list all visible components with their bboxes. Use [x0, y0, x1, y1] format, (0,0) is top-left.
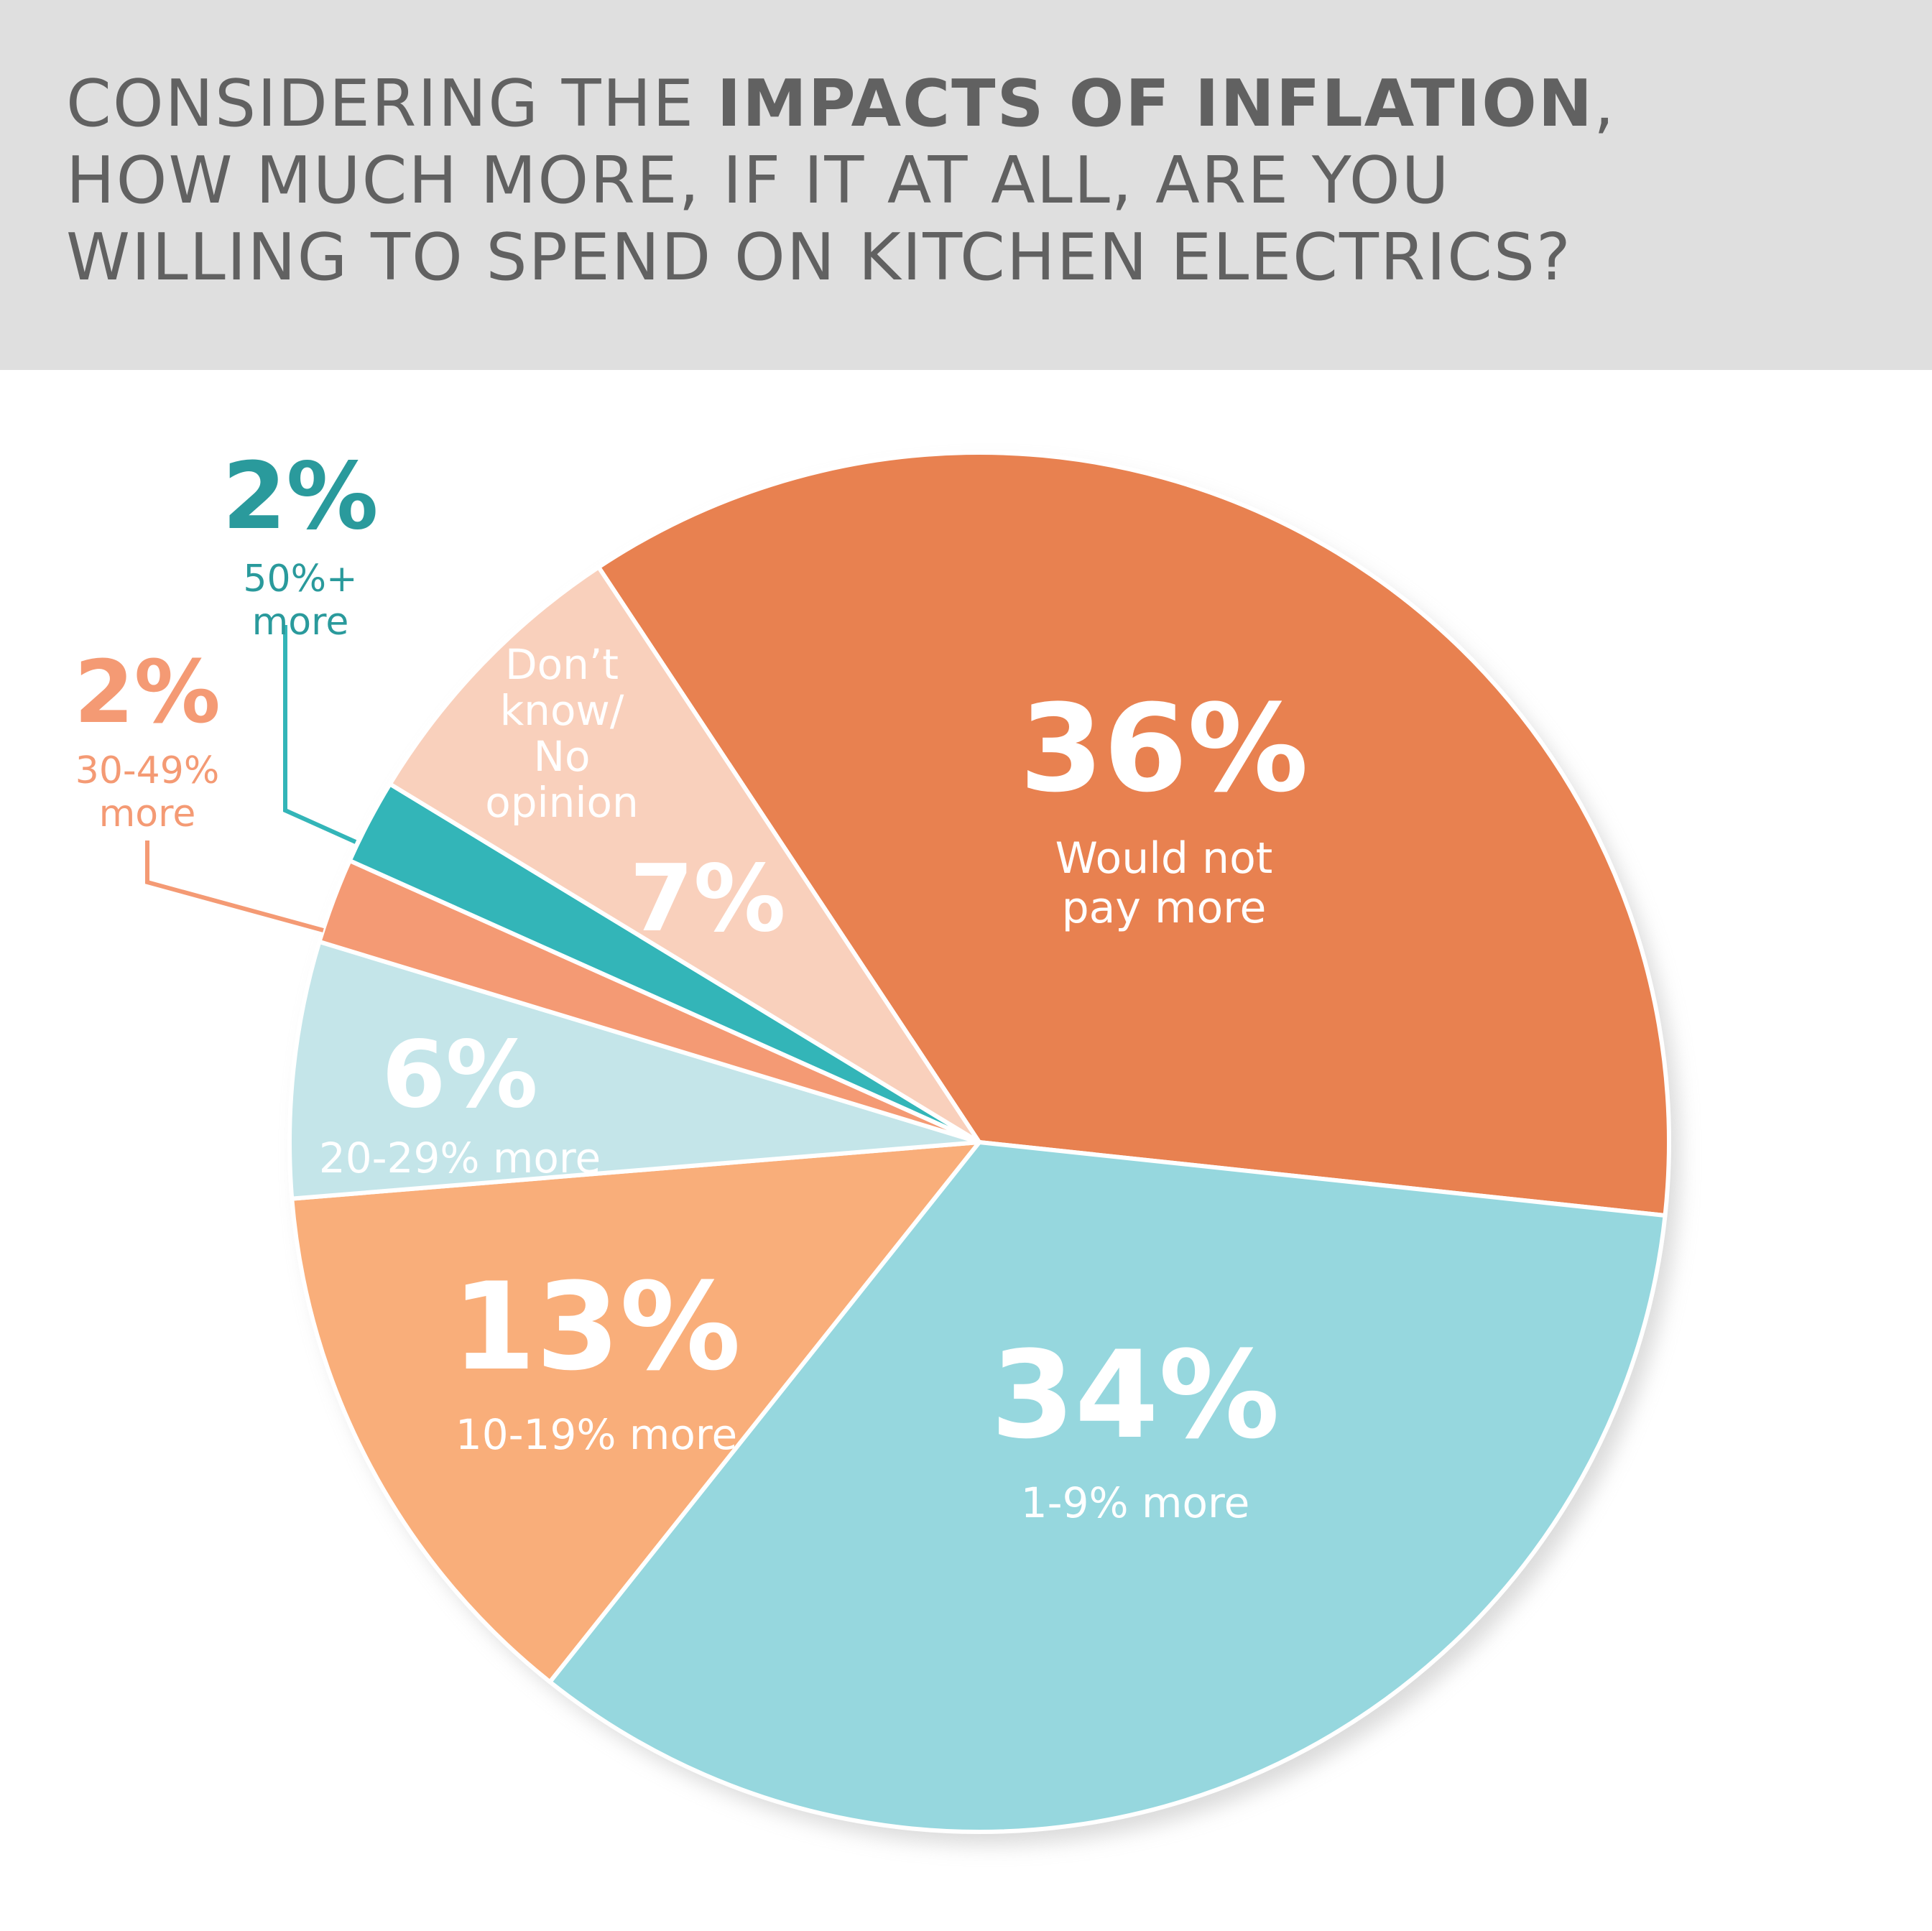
slice-value-10-19-more: 13% [452, 1256, 741, 1397]
pie-slice-1-9-more [547, 1140, 1668, 1834]
slice-label-50-more-line-1: 50%+ [243, 557, 357, 601]
slice-value-20-29-more: 6% [382, 1022, 537, 1129]
chart-title-line-3: WILLING TO SPEND ON KITCHEN ELECTRICS? [66, 220, 1572, 295]
slice-label-would-not-pay-more-line-1: Would not [1055, 833, 1273, 884]
slice-label-50-more-line-2: more [252, 601, 349, 644]
slice-value-1-9-more: 34% [991, 1325, 1280, 1465]
slice-label-don-t-know-no-opinion-line-4: opinion [485, 778, 639, 827]
slice-label-30-49-more-line-1: 30-49% [75, 749, 220, 792]
pie-slice-don-t-know-no-opinion [387, 565, 981, 1144]
chart-title-line-2: HOW MUCH MORE, IF IT AT ALL, ARE YOU [66, 143, 1451, 218]
slice-label-1-9-more-line-1: 1-9% more [1021, 1478, 1250, 1527]
slice-value-30-49-more: 2% [74, 643, 221, 743]
slice-label-don-t-know-no-opinion-line-2: know/ [500, 686, 624, 735]
chart-title-line-1: CONSIDERING THE IMPACTS OF INFLATION, [66, 66, 1616, 142]
slice-value-50-more: 2% [222, 443, 378, 550]
slice-value-don-t-know-no-opinion: 7% [629, 846, 785, 953]
title-band [0, 0, 1932, 370]
slice-label-20-29-more-line-1: 20-29% more [319, 1134, 601, 1182]
slice-label-10-19-more-line-1: 10-19% more [456, 1410, 737, 1459]
pie-slice-would-not-pay-more [596, 450, 1671, 1218]
slice-label-don-t-know-no-opinion-line-1: Don’t [505, 640, 619, 689]
slice-value-would-not-pay-more: 36% [1020, 678, 1308, 819]
slice-label-don-t-know-no-opinion-line-3: No [534, 732, 591, 781]
callout-line-30-49-more [145, 841, 324, 932]
pie-slices [287, 450, 1671, 1834]
slice-label-would-not-pay-more-line-2: pay more [1062, 883, 1267, 933]
pie-callouts [145, 625, 357, 932]
pie-slice-20-29-more [287, 939, 981, 1201]
slice-label-30-49-more-line-2: more [99, 792, 196, 835]
callout-line-50-more [283, 625, 357, 844]
pie-slice-10-19-more [290, 1140, 981, 1685]
